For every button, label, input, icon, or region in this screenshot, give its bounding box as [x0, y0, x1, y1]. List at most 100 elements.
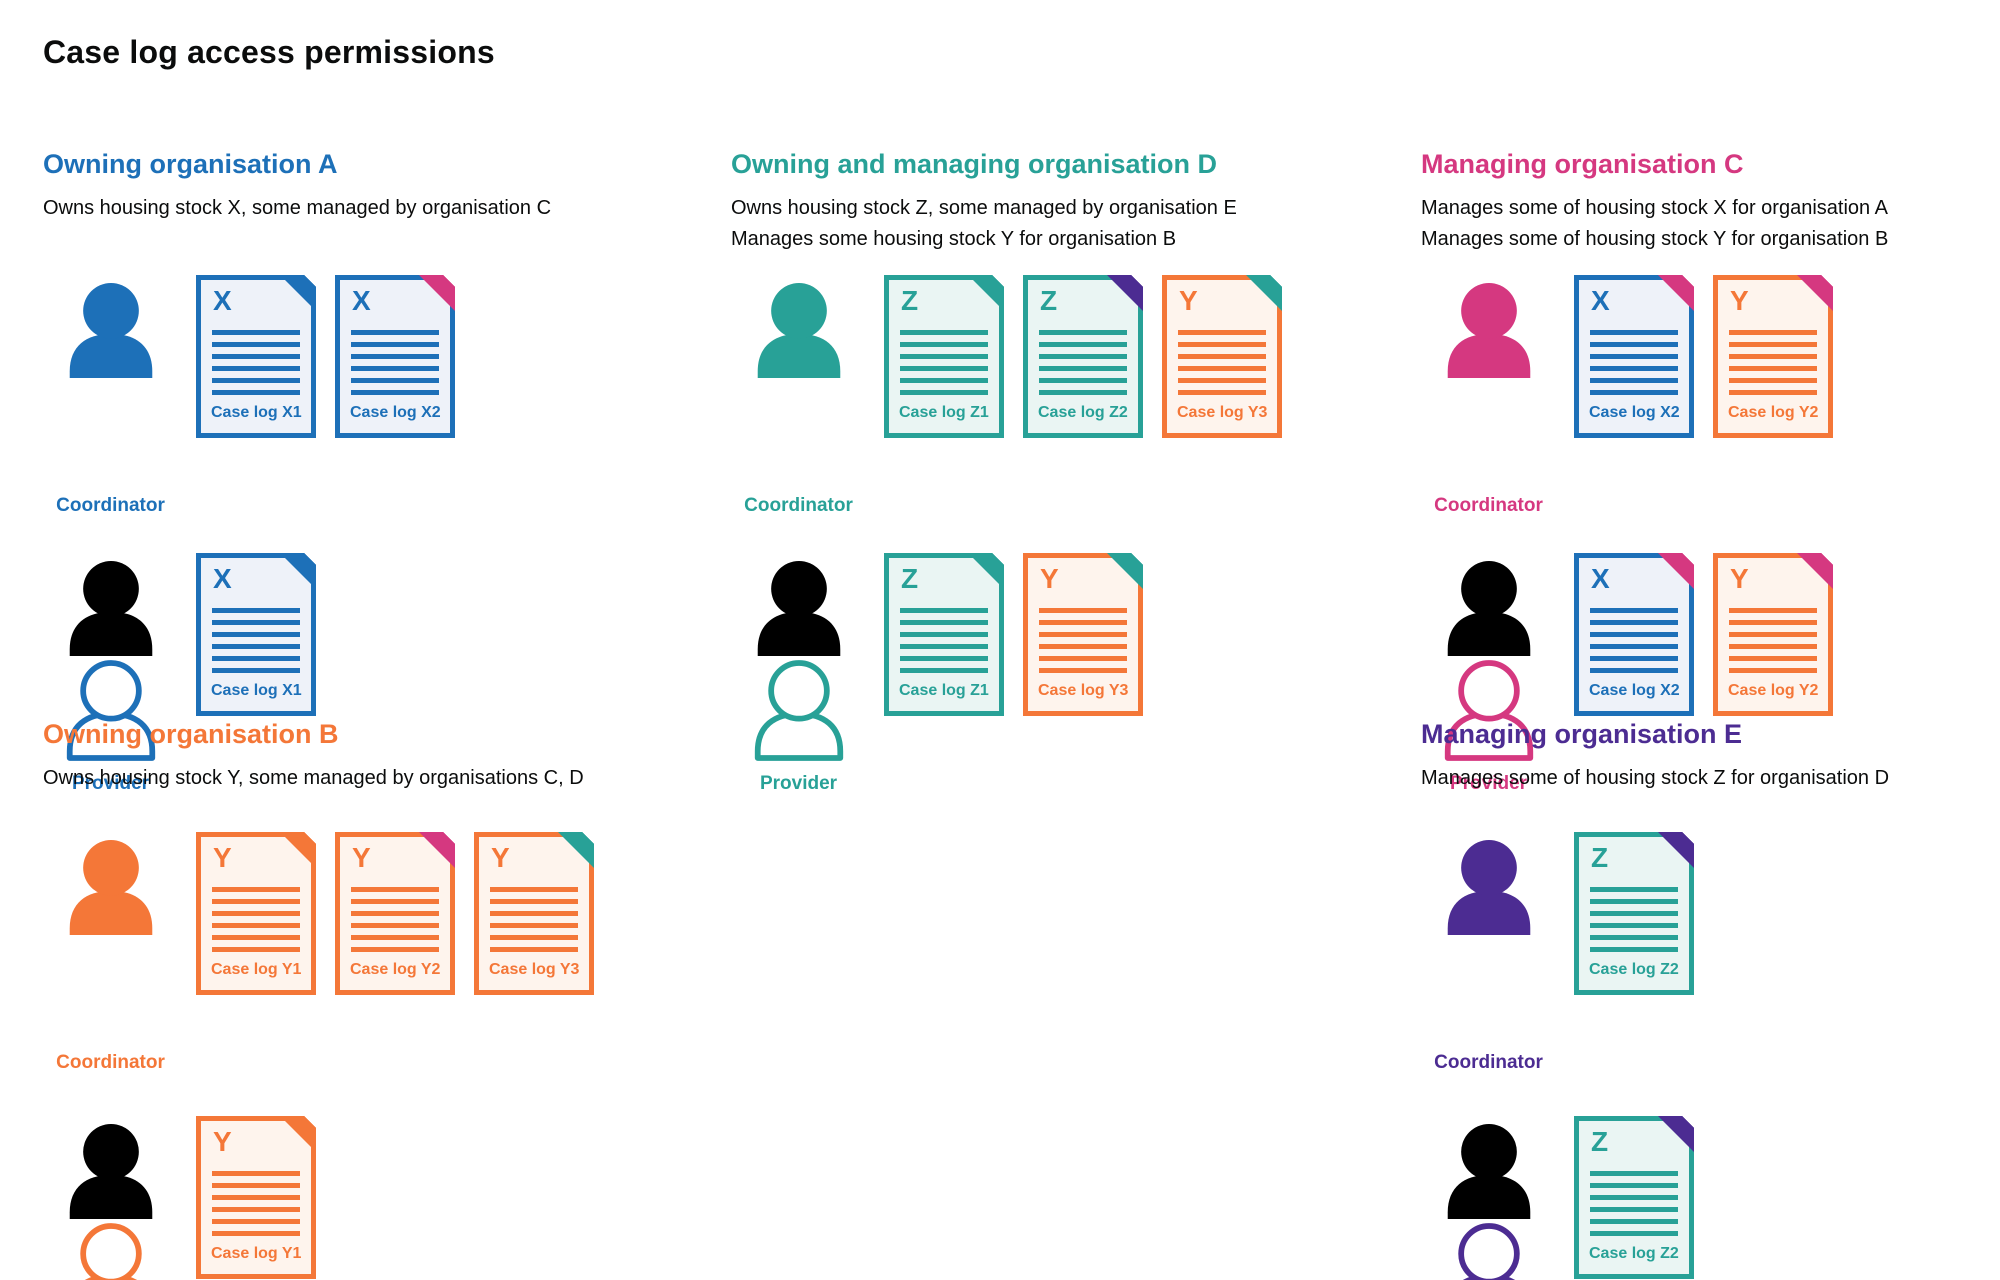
org-description: Owns housing stock Y, some managed by or… [43, 763, 683, 794]
doc-list: X Case log X1 X Case log X2 [196, 275, 474, 438]
doc-label: Case log Y3 [489, 961, 580, 978]
person-role-label: Provider [1449, 773, 1528, 794]
doc-label: Case log X2 [1589, 404, 1680, 421]
permission-row: Coordinator Z Case log Z2 [1421, 832, 1996, 1074]
provider-person-icon [1447, 941, 1530, 1037]
doc-label: Case log Y3 [1038, 682, 1129, 699]
coordinator-person-icon [757, 560, 840, 656]
case-log-document: Z Case log Z2 [1023, 275, 1143, 438]
case-log-document: Y Case log Y1 [196, 1116, 316, 1279]
doc-text-lines-icon [212, 329, 300, 395]
coordinator-person-icon [69, 839, 152, 935]
org-heading: Managing organisation E [1421, 719, 1743, 749]
doc-label: Case log Y2 [1728, 404, 1819, 421]
doc-text-lines-icon [1039, 607, 1127, 673]
doc-list: Z Case log Z2 [1574, 1116, 1713, 1279]
doc-label: Case log Z2 [1589, 1245, 1679, 1262]
case-log-document: Y Case log Y3 [1023, 553, 1143, 716]
doc-stock-letter: Y [213, 842, 232, 873]
case-log-document: Y Case log Y1 [196, 832, 316, 995]
coordinator-person-icon [69, 1123, 152, 1219]
doc-label: Case log Y1 [211, 961, 302, 978]
permission-row: Coordinator X Case log X2 Y Case log Y2 [1421, 275, 1996, 517]
org-description: Manages some of housing stock Z for orga… [1421, 763, 1996, 794]
doc-stock-letter: X [1591, 563, 1610, 594]
permission-row: Provider X Case log X2 Y Case log Y2 [1421, 553, 1996, 795]
doc-text-lines-icon [1590, 1170, 1678, 1236]
doc-stock-letter: Y [1179, 285, 1198, 316]
doc-label: Case log Y2 [1728, 682, 1819, 699]
person-role-label: Provider [71, 773, 150, 794]
doc-text-lines-icon [1039, 329, 1127, 395]
org-rows: Coordinator Y Case log Y1 Y Case log Y2 … [43, 832, 683, 1280]
case-log-document: Y Case log Y2 [1713, 553, 1833, 716]
doc-list: Z Case log Z1 Z Case log Z2 Y Case log Y… [884, 275, 1301, 438]
permission-row: Coordinator Y Case log Y1 Y Case log Y2 … [43, 832, 683, 1074]
doc-text-lines-icon [351, 329, 439, 395]
org-description-line: Manages some of housing stock Y for orga… [1421, 228, 1889, 250]
doc-stock-letter: Y [1730, 285, 1749, 316]
doc-list: X Case log X2 Y Case log Y2 [1574, 553, 1852, 716]
doc-text-lines-icon [900, 607, 988, 673]
permission-row: Coordinator Z Case log Z1 Z Case log Z2 … [731, 275, 1371, 517]
doc-stock-letter: X [1591, 285, 1610, 316]
provider-person-icon [66, 660, 155, 761]
doc-label: Case log Z2 [1038, 404, 1128, 421]
doc-text-lines-icon [1590, 886, 1678, 952]
case-log-document: X Case log X2 [1574, 553, 1694, 716]
coordinator-person-icon [1447, 1123, 1530, 1219]
doc-text-lines-icon [490, 886, 578, 952]
doc-stock-letter: X [213, 563, 232, 594]
org-heading: Owning organisation A [43, 149, 338, 179]
provider-person-icon [754, 660, 843, 761]
doc-stock-letter: Z [1591, 842, 1609, 873]
doc-stock-letter: Z [1591, 1126, 1609, 1157]
permission-row: Provider Z Case log Z1 Y Case log Y3 [731, 553, 1371, 795]
doc-stock-letter: X [213, 285, 232, 316]
doc-list: X Case log X1 [196, 553, 335, 716]
provider-person-icon [69, 941, 152, 1037]
doc-stock-letter: Y [491, 842, 510, 873]
org-description-line: Manages some housing stock Y for organis… [731, 228, 1177, 250]
org-description: Owns housing stock X, some managed by or… [43, 193, 683, 255]
case-log-document: Z Case log Z2 [1574, 832, 1694, 995]
coordinator-person-icon [1447, 560, 1530, 656]
org-description-line: Owns housing stock Z, some managed by or… [731, 197, 1237, 219]
doc-label: Case log X1 [211, 404, 302, 421]
case-log-document: X Case log X1 [196, 553, 316, 716]
org-description: Owns housing stock Z, some managed by or… [731, 193, 1371, 255]
org-block: Owning and managing organisation D Owns … [731, 145, 1371, 795]
provider-person-icon [79, 1223, 142, 1280]
case-log-document: Z Case log Z1 [884, 553, 1004, 716]
case-log-document: Y Case log Y2 [1713, 275, 1833, 438]
provider-person-icon [1444, 660, 1533, 761]
doc-list: Z Case log Z2 [1574, 832, 1713, 995]
doc-text-lines-icon [212, 886, 300, 952]
org-heading: Owning and managing organisation D [731, 149, 1218, 179]
person-cell: Provider [43, 1120, 178, 1280]
coordinator-person-icon [1447, 282, 1530, 378]
doc-text-lines-icon [1729, 607, 1817, 673]
provider-person-icon [69, 384, 152, 480]
permission-row: Provider X Case log X1 [43, 553, 683, 795]
org-block: Owning organisation B Owns housing stock… [43, 715, 683, 1280]
permission-row: Provider Z Case log Z2 [1421, 1116, 1996, 1280]
coordinator-person-icon [1447, 839, 1530, 935]
doc-text-lines-icon [1729, 329, 1817, 395]
doc-label: Case log Z2 [1589, 961, 1679, 978]
org-description-line: Manages some of housing stock X for orga… [1421, 197, 1888, 219]
org-block: Managing organisation E Manages some of … [1421, 715, 1996, 1280]
doc-label: Case log X1 [211, 682, 302, 699]
org-rows: Coordinator Z Case log Z2 Provider Z [1421, 832, 1996, 1280]
doc-text-lines-icon [900, 329, 988, 395]
doc-stock-letter: Z [1040, 285, 1058, 316]
case-log-document: X Case log X1 [196, 275, 316, 438]
coordinator-person-icon [69, 282, 152, 378]
org-rows: Coordinator X Case log X2 Y Case log Y2 [1421, 275, 1996, 795]
coordinator-person-icon [757, 282, 840, 378]
org-description-line: Owns housing stock X, some managed by or… [43, 197, 552, 219]
person-role-label: Coordinator [744, 495, 853, 516]
person-role-label: Coordinator [56, 495, 165, 516]
doc-text-lines-icon [1590, 329, 1678, 395]
